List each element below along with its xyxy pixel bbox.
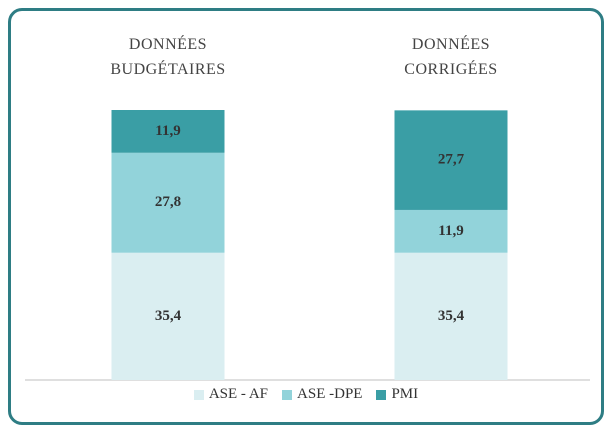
data-label: 27,7 <box>438 152 465 168</box>
legend-item: PMI <box>376 386 418 403</box>
data-label: 27,8 <box>155 194 181 210</box>
data-label: 35,4 <box>155 308 182 324</box>
chart-frame <box>8 8 604 425</box>
legend-label: ASE - AF <box>208 386 269 402</box>
bar-segment <box>394 110 508 210</box>
legend-swatch <box>282 389 293 400</box>
category-label: DONNÉES CORRIGÉES <box>404 36 498 78</box>
legend-item: ASE -DPE <box>282 386 362 403</box>
bar-segment <box>394 252 508 380</box>
legend-swatch <box>193 389 204 400</box>
legend-item: ASE - AF <box>193 386 269 403</box>
bar-segment <box>111 252 225 380</box>
bar-segment <box>111 152 225 253</box>
category-label: DONNÉES BUDGÉTAIRES <box>110 36 226 78</box>
bar-segment <box>111 110 225 153</box>
data-label: 11,9 <box>438 223 463 239</box>
legend: ASE - AF ASE -DPE PMI <box>0 386 612 403</box>
bar-segment <box>394 209 508 253</box>
legend-label: ASE -DPE <box>297 386 363 402</box>
data-label: 11,9 <box>155 123 180 139</box>
legend-swatch <box>376 389 387 400</box>
legend-label: PMI <box>391 386 419 402</box>
data-label: 35,4 <box>438 308 465 324</box>
